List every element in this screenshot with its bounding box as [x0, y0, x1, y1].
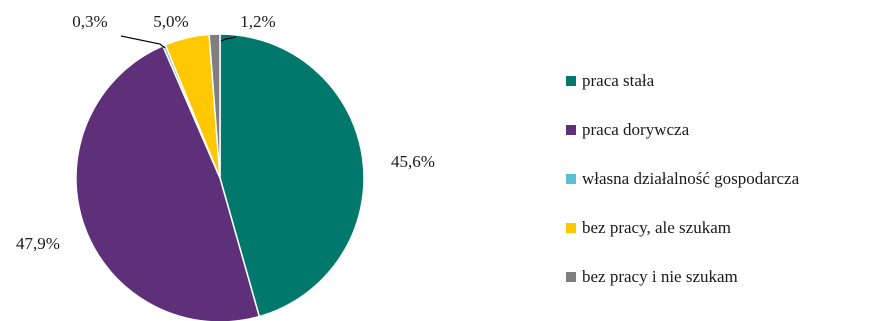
legend-label: praca dorywcza [582, 119, 690, 139]
slice-praca-stala [219, 33, 365, 318]
data-label-bez-pracy-nie-szukam: 1,2% [240, 12, 275, 31]
legend-swatch [566, 124, 576, 135]
leader-lines [120, 35, 237, 49]
legend-label: bez pracy i nie szukam [582, 266, 738, 286]
data-label-bez-pracy-szukam: 5,0% [153, 12, 188, 31]
data-label-wlasna-dzialalnosc: 0,3% [72, 12, 107, 31]
legend-swatch [566, 173, 576, 184]
legend-item-wlasna-dzialalnosc: własna działalność gospodarcza [566, 154, 799, 203]
legend: praca stała praca dorywcza własna działa… [566, 56, 799, 301]
legend-swatch [566, 271, 576, 282]
pie-slices [75, 33, 365, 321]
slice-bez-pracy-nie-szukam [208, 33, 221, 179]
data-labels: 45,6% 47,9% 0,3% 5,0% 1,2% [16, 12, 435, 253]
legend-item-bez-pracy-szukam: bez pracy, ale szukam [566, 203, 799, 252]
leader-line-wlasna-dzialalnosc [120, 35, 166, 49]
legend-label: praca stała [582, 70, 655, 90]
legend-swatch [566, 222, 576, 233]
legend-label: własna działalność gospodarcza [582, 168, 800, 188]
data-label-praca-stala: 45,6% [391, 152, 435, 171]
leader-line-bez-pracy-nie-szukam [220, 36, 237, 42]
legend-item-praca-stala: praca stała [566, 56, 799, 105]
legend-swatch [566, 75, 576, 86]
legend-label: bez pracy, ale szukam [582, 217, 731, 237]
data-label-praca-dorywcza: 47,9% [16, 234, 60, 253]
legend-item-bez-pracy-nie-szukam: bez pracy i nie szukam [566, 252, 799, 301]
legend-item-praca-dorywcza: praca dorywcza [566, 105, 799, 154]
